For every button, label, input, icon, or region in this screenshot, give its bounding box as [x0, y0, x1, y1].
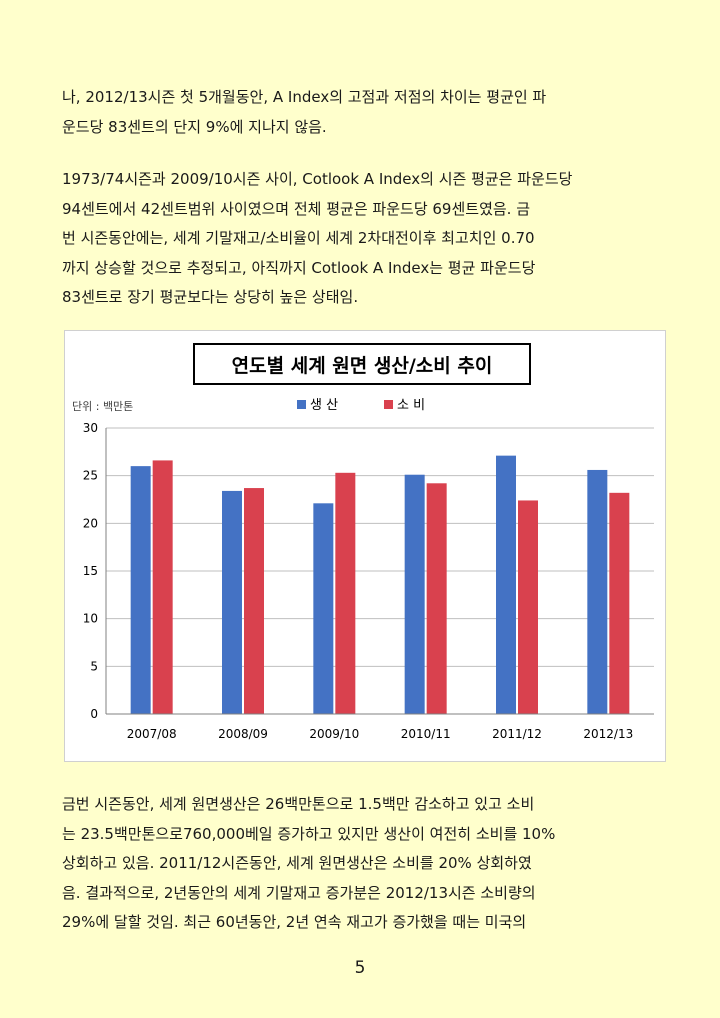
bar-production	[496, 455, 516, 714]
legend-label: 생 산	[310, 398, 338, 413]
bars	[130, 455, 630, 714]
chart-title: 연도별 세계 원면 생산/소비 추이	[232, 355, 493, 377]
bar-production	[313, 503, 334, 714]
y-axis: 0 5 10 15 20 25 30	[83, 421, 107, 721]
y-tick-label: 10	[83, 612, 98, 626]
unit-label: 단위 : 백만톤	[72, 400, 133, 413]
x-tick-label: 2008/09	[218, 727, 268, 741]
x-tick-label: 2012/13	[583, 727, 633, 741]
bar-consumption	[518, 500, 538, 714]
bar-production	[404, 474, 425, 714]
y-tick-label: 5	[90, 659, 98, 673]
y-tick-label: 0	[90, 707, 98, 721]
chart-figure: 연도별 세계 원면 생산/소비 추이 단위 : 백만톤 생 산 소 비 0 5 10 1…	[64, 330, 666, 762]
text-line: 금번 시즌동안, 세계 원면생산은 26백만톤으로 1.5백만 감소하고 있고 …	[62, 795, 535, 813]
y-tick-label: 20	[83, 516, 98, 530]
y-tick-label: 25	[83, 469, 98, 483]
bar-production	[587, 469, 608, 714]
y-tick-label: 30	[83, 421, 98, 435]
x-tick-label: 2009/10	[309, 727, 359, 741]
chart-title-box	[193, 343, 531, 385]
x-tick-label: 2010/11	[401, 727, 451, 741]
x-tick-label: 2011/12	[492, 727, 542, 741]
bar-consumption	[152, 460, 173, 714]
text-line: 는 23.5백만톤으로760,000베일 증가하고 있지만 생산이 여전히 소비…	[62, 824, 556, 843]
text-line: 83센트로 장기 평균보다는 상당히 높은 상태임.	[62, 288, 359, 306]
legend-swatch	[384, 400, 393, 409]
paragraph-2: 1973/74시즌과 2009/10시즌 사이, Cotlook A Index…	[62, 165, 666, 313]
page-number: 5	[354, 958, 366, 978]
legend-label: 소 비	[397, 398, 425, 413]
legend-swatch	[297, 400, 306, 409]
text-line: 94센트에서 42센트범위 사이였으며 전체 평균은 파운드당 69센트였음. …	[62, 199, 531, 218]
bar-consumption	[609, 492, 630, 714]
bar-production	[130, 466, 151, 714]
x-tick-label: 2007/08	[127, 727, 177, 741]
bar-production	[222, 490, 242, 714]
text-line: 까지 상승할 것으로 추정되고, 아직까지 Cotlook A Index는 평…	[62, 258, 536, 277]
bar-consumption	[244, 488, 264, 714]
x-axis: 2007/08 2008/09 2009/10 2010/11 2011/12 2012/…	[106, 713, 654, 741]
text-line: 상회하고 있음. 2011/12시즌동안, 세계 원면생산은 소비를 20% 상…	[62, 854, 532, 872]
text-line: 나, 2012/13시즌 첫 5개월동안, A Index의 고점과 저점의 차…	[62, 88, 547, 106]
bar-consumption	[426, 483, 447, 714]
paragraph-3: 금번 시즌동안, 세계 원면생산은 26백만톤으로 1.5백만 감소하고 있고 …	[62, 790, 666, 938]
text-line: 29%에 달할 것임. 최근 60년동안, 2년 연속 재고가 증가했을 때는 …	[62, 913, 527, 931]
text-line: 1973/74시즌과 2009/10시즌 사이, Cotlook A Index…	[62, 170, 573, 188]
bar-consumption	[335, 472, 356, 714]
bar-chart: 연도별 세계 원면 생산/소비 추이 단위 : 백만톤 생 산 소 비 0 5 10 1…	[64, 330, 666, 762]
text-line: 번 시즌동안에는, 세계 기말재고/소비율이 세계 2차대전이후 최고치인 0.…	[62, 229, 535, 247]
text-line: 음. 결과적으로, 2년동안의 세계 기말재고 증가분은 2012/13시즌 소…	[62, 883, 536, 902]
paragraph-1: 나, 2012/13시즌 첫 5개월동안, A Index의 고점과 저점의 차…	[62, 83, 666, 142]
text-line: 운드당 83센트의 단지 9%에 지나지 않음.	[62, 117, 327, 136]
y-tick-label: 15	[83, 564, 98, 578]
